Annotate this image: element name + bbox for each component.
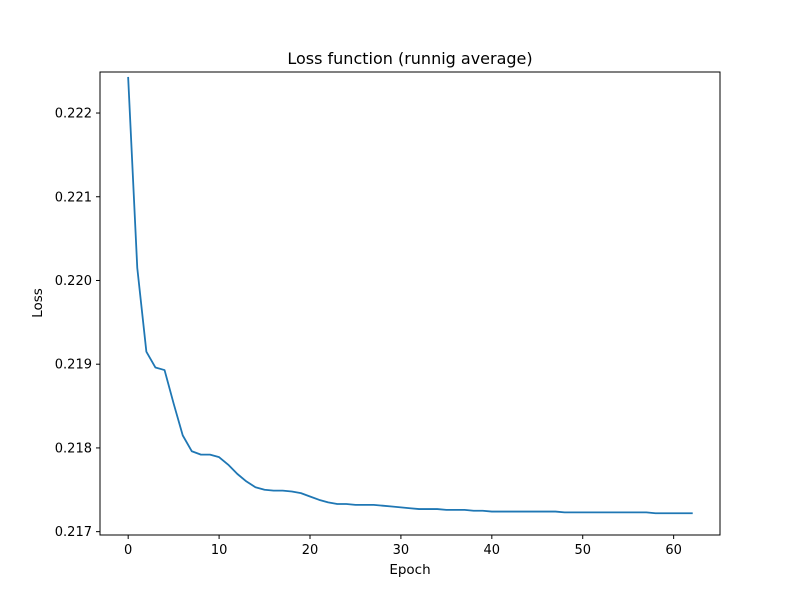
y-tick-label: 0.217	[55, 525, 92, 540]
x-tick-label: 60	[665, 543, 682, 558]
chart-title: Loss function (runnig average)	[287, 49, 532, 68]
y-axis-label: Loss	[30, 288, 46, 318]
x-tick-label: 20	[302, 543, 319, 558]
y-tick-label: 0.220	[55, 274, 92, 289]
y-tick-label: 0.222	[55, 107, 92, 122]
x-tick-label: 40	[484, 543, 501, 558]
x-tick-label: 30	[393, 543, 410, 558]
y-tick-label: 0.218	[55, 441, 92, 456]
series-line-0	[127, 76, 693, 515]
x-tick-label: 10	[211, 543, 228, 558]
x-tick-label: 0	[124, 543, 132, 558]
plot-area: 0 10 20 30 40 50 60 0.217 0.218 0.219 0.220 0.221 0.…	[55, 71, 721, 558]
x-axis-label: Epoch	[389, 562, 430, 578]
y-tick-label: 0.219	[55, 358, 92, 373]
y-tick-label: 0.221	[55, 190, 92, 205]
plot-frame	[99, 71, 721, 536]
x-tick-label: 50	[574, 543, 591, 558]
